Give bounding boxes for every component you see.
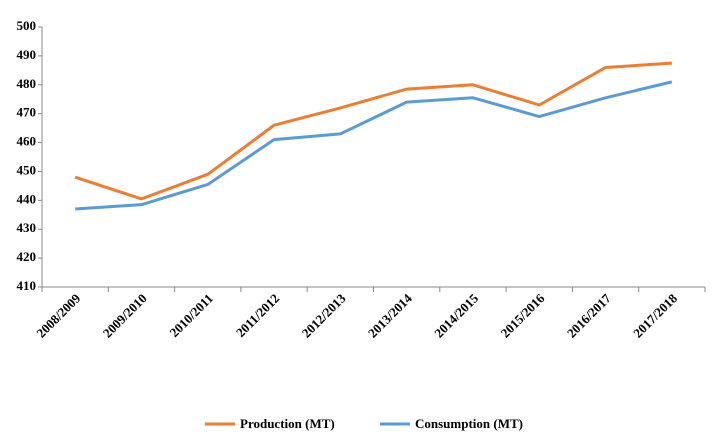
x-tick-label: 2013/2014 <box>365 290 415 340</box>
x-tick-label: 2012/2013 <box>299 290 349 340</box>
x-tick-label: 2008/2009 <box>33 290 83 340</box>
y-tick-label: 460 <box>17 134 37 149</box>
legend-label: Production (MT) <box>240 416 335 431</box>
y-tick-label: 480 <box>17 76 37 91</box>
x-tick-label: 2011/2012 <box>233 291 282 340</box>
x-tick-label: 2016/2017 <box>564 290 614 340</box>
series-line <box>74 61 672 201</box>
x-tick-label: 2010/2011 <box>167 291 216 340</box>
series-line <box>75 80 673 211</box>
y-tick-label: 490 <box>17 47 37 62</box>
y-tick-label: 500 <box>17 18 37 33</box>
x-tick-label: 2015/2016 <box>498 290 548 340</box>
y-tick-label: 410 <box>17 278 37 293</box>
y-tick-label: 430 <box>17 220 37 235</box>
legend-label: Consumption (MT) <box>415 416 523 431</box>
y-tick-label: 470 <box>17 105 37 120</box>
y-tick-label: 420 <box>17 249 37 264</box>
x-tick-label: 2014/2015 <box>431 290 481 340</box>
y-tick-label: 450 <box>17 162 37 177</box>
x-tick-label: 2009/2010 <box>100 291 150 341</box>
y-tick-label: 440 <box>17 191 37 206</box>
x-tick-label: 2017/2018 <box>630 290 680 340</box>
